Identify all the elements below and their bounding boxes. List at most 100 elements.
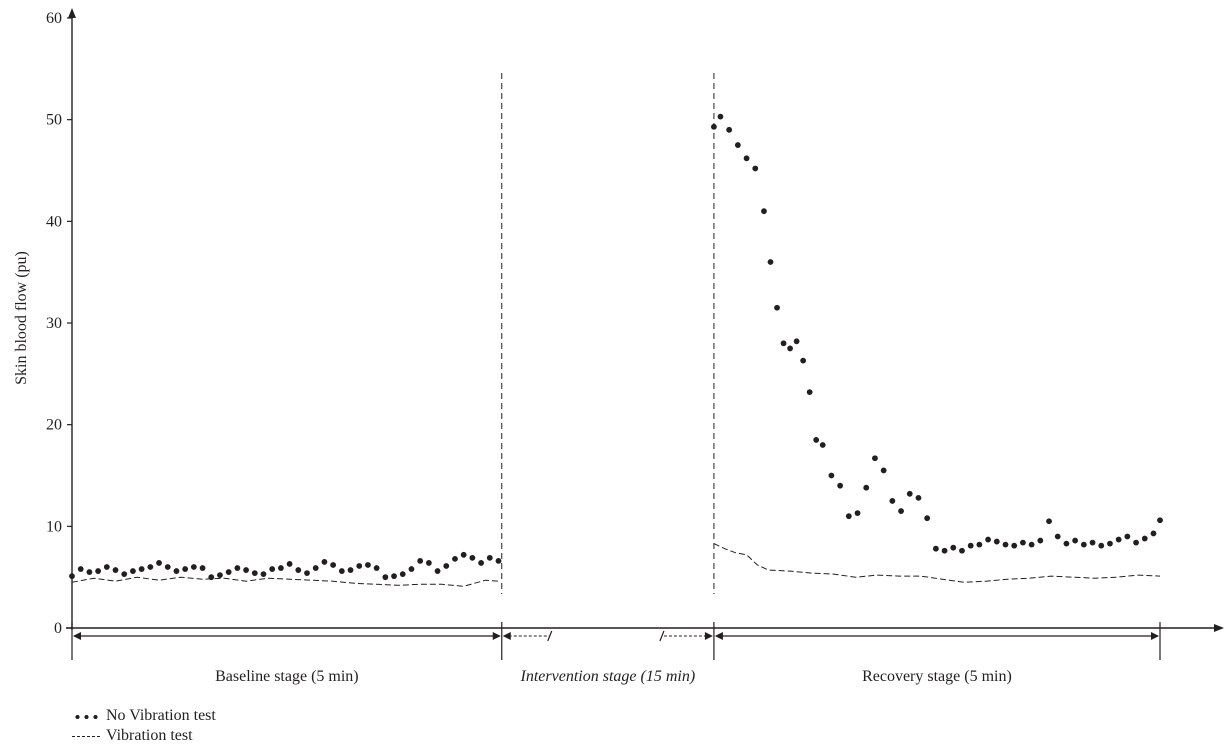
axes bbox=[66, 8, 1224, 632]
data-point bbox=[819, 442, 826, 448]
data-point bbox=[726, 126, 733, 133]
y-tick-label: 20 bbox=[46, 417, 62, 434]
data-point bbox=[1141, 535, 1148, 542]
data-point bbox=[495, 558, 502, 564]
data-point bbox=[880, 467, 887, 474]
data-point bbox=[1046, 518, 1052, 525]
data-point bbox=[382, 574, 389, 581]
stage-labels: Baseline stage (5 min) Intervention stage… bbox=[215, 668, 1012, 685]
data-point bbox=[967, 542, 974, 549]
data-point bbox=[1107, 540, 1113, 547]
data-point bbox=[1037, 537, 1044, 544]
legend-entry-vibration: Vibration test bbox=[72, 726, 216, 746]
y-tick-label: 40 bbox=[46, 213, 62, 230]
series-line bbox=[713, 543, 1161, 583]
data-point bbox=[1028, 541, 1035, 548]
data-point bbox=[330, 562, 337, 568]
data-point bbox=[399, 571, 406, 578]
data-point bbox=[793, 338, 800, 345]
data-point bbox=[408, 566, 415, 572]
data-point bbox=[1063, 540, 1070, 547]
data-point bbox=[130, 568, 136, 574]
y-tick-label: 50 bbox=[46, 112, 62, 129]
data-point bbox=[1011, 542, 1018, 549]
data-point bbox=[1080, 541, 1087, 548]
data-point bbox=[1157, 517, 1163, 524]
data-point bbox=[95, 568, 102, 574]
data-point bbox=[321, 559, 328, 565]
data-point bbox=[347, 567, 354, 573]
data-point bbox=[806, 389, 813, 396]
y-tick-label: 0 bbox=[54, 620, 62, 637]
bracket-arrowhead bbox=[714, 632, 723, 640]
data-point bbox=[103, 564, 110, 570]
bracket-break-mark bbox=[547, 630, 553, 642]
data-point bbox=[780, 340, 787, 347]
data-point bbox=[182, 566, 189, 572]
data-point bbox=[828, 472, 835, 479]
data-point bbox=[277, 565, 284, 571]
data-point bbox=[1072, 537, 1079, 544]
data-point bbox=[761, 208, 767, 215]
data-point bbox=[138, 566, 145, 572]
bracket-arrowhead bbox=[502, 632, 511, 640]
data-point bbox=[147, 564, 154, 570]
data-point bbox=[711, 123, 717, 130]
data-point bbox=[234, 565, 241, 571]
y-ticks: 0 10 20 30 40 50 60 bbox=[46, 10, 72, 637]
data-point bbox=[932, 545, 939, 552]
y-axis-arrowhead bbox=[68, 8, 76, 18]
data-point bbox=[752, 165, 759, 172]
data-point bbox=[743, 155, 750, 162]
stage-label-recovery: Recovery stage (5 min) bbox=[862, 668, 1012, 685]
series-vibration bbox=[71, 543, 1161, 587]
data-point bbox=[1150, 530, 1157, 537]
data-point bbox=[1098, 542, 1105, 549]
x-axis-arrowhead bbox=[1214, 624, 1224, 632]
data-point bbox=[898, 508, 904, 514]
data-point bbox=[863, 484, 870, 491]
data-point bbox=[959, 547, 965, 554]
data-point bbox=[164, 564, 171, 570]
data-point bbox=[190, 564, 197, 570]
data-point bbox=[199, 565, 206, 571]
data-point bbox=[774, 304, 780, 311]
data-point bbox=[391, 573, 397, 580]
legend-entry-no-vibration: No Vibration test bbox=[72, 706, 216, 726]
y-tick-label: 60 bbox=[46, 10, 62, 27]
data-point bbox=[985, 536, 991, 543]
bracket-arrowhead bbox=[704, 632, 713, 640]
data-point bbox=[460, 551, 467, 558]
data-point bbox=[243, 567, 249, 573]
series-no-vibration bbox=[69, 113, 1163, 581]
data-point bbox=[717, 113, 724, 120]
data-point bbox=[373, 565, 380, 571]
data-point bbox=[950, 544, 957, 551]
data-point bbox=[260, 571, 267, 578]
data-point bbox=[251, 570, 258, 576]
bracket-arrowhead bbox=[1151, 632, 1159, 640]
data-point bbox=[434, 568, 441, 574]
data-point bbox=[1002, 541, 1009, 548]
data-point bbox=[304, 570, 310, 576]
data-point bbox=[1020, 539, 1026, 546]
data-point bbox=[889, 498, 896, 504]
bracket-arrowhead bbox=[492, 632, 501, 640]
data-point bbox=[813, 437, 820, 443]
y-tick-label: 10 bbox=[46, 518, 62, 535]
dashed-line-swatch-icon bbox=[72, 726, 100, 746]
data-point bbox=[452, 555, 458, 562]
data-point bbox=[1054, 533, 1061, 540]
data-point bbox=[217, 572, 223, 579]
stage-markers bbox=[71, 73, 1161, 660]
data-point bbox=[767, 259, 774, 265]
data-point bbox=[173, 568, 180, 574]
data-point bbox=[478, 560, 484, 566]
data-point bbox=[338, 568, 345, 574]
data-point bbox=[1133, 539, 1139, 546]
legend-label-vibration: Vibration test bbox=[106, 727, 193, 744]
data-point bbox=[269, 566, 276, 572]
data-point bbox=[906, 490, 913, 497]
data-point bbox=[286, 561, 293, 567]
